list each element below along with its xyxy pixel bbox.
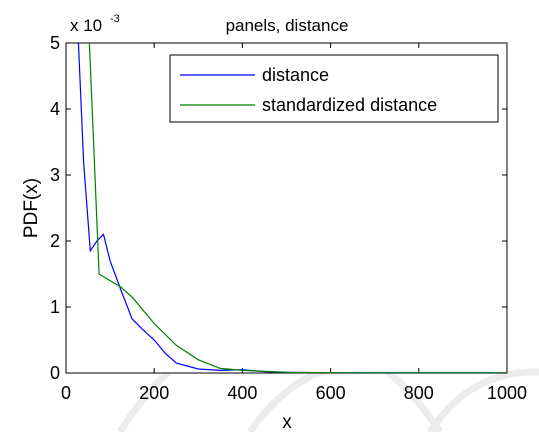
x-tick-label: 400 — [227, 383, 257, 403]
y-axis-label: PDF(x) — [21, 178, 42, 238]
y-tick-label: 4 — [50, 99, 60, 119]
legend-label-distance: distance — [262, 65, 329, 85]
legend: distance standardized distance — [169, 54, 499, 123]
y-tick-label: 3 — [50, 165, 60, 185]
y-tick-label: 1 — [50, 297, 60, 317]
x-tick-label: 600 — [316, 383, 346, 403]
x-tick-label: 800 — [404, 383, 434, 403]
x-tick-label: 1000 — [487, 383, 527, 403]
y-tick-label: 2 — [50, 231, 60, 251]
series-line-standardized-distance — [88, 43, 507, 373]
series-group — [77, 43, 507, 373]
legend-label-standardized-distance: standardized distance — [262, 95, 437, 115]
x-tick-label: 0 — [61, 383, 71, 403]
y-exponent-base: x 10 — [70, 16, 102, 35]
x-axis-label: x — [282, 412, 292, 432]
y-tick-label: 0 — [50, 363, 60, 383]
y-tick-label: 5 — [50, 33, 60, 53]
legend-box — [169, 54, 499, 123]
chart-title: panels, distance — [226, 16, 349, 35]
x-tick-label: 200 — [139, 383, 169, 403]
axis-ticks: 0 200 400 600 800 1000 0 1 2 3 4 5 — [50, 33, 527, 403]
y-exponent-power: -3 — [110, 13, 120, 25]
